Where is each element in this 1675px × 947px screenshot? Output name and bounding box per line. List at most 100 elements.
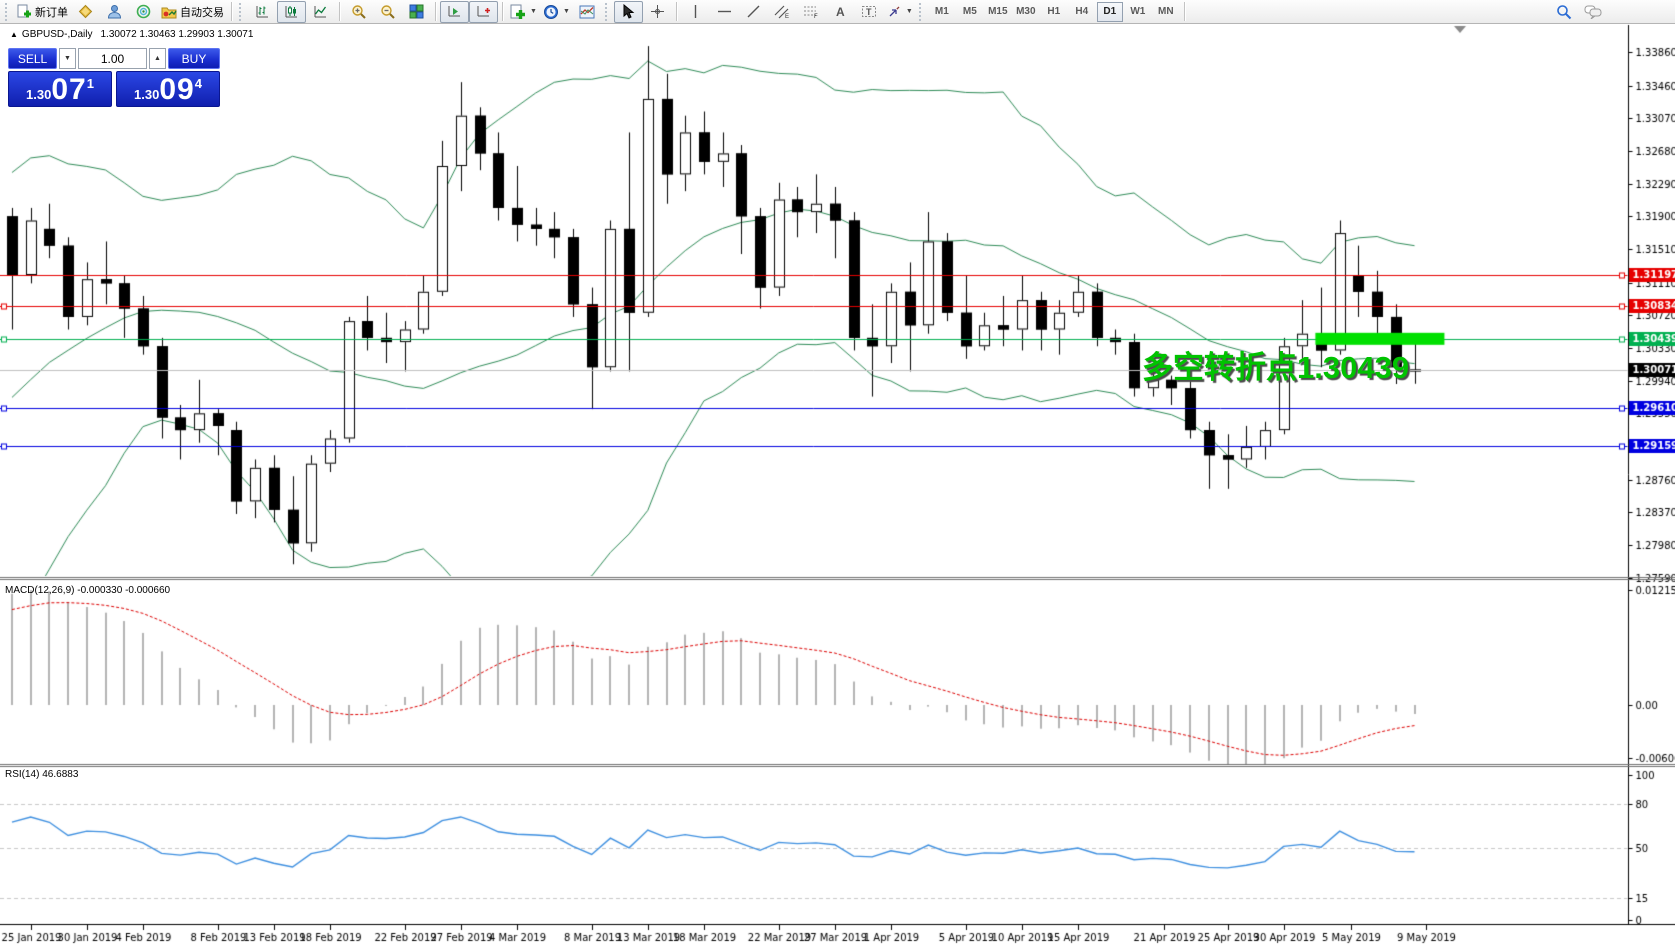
buy-price-display[interactable]: 1.30 09 4: [116, 71, 220, 107]
auto-scroll-button[interactable]: [440, 0, 469, 23]
cursor-button[interactable]: [613, 0, 643, 23]
search-icon: [1556, 4, 1572, 20]
collapse-arrow-icon[interactable]: ▲: [10, 30, 18, 39]
horizontal-line-button[interactable]: [710, 1, 739, 23]
svg-text:E: E: [785, 14, 789, 19]
arrows-icon: [887, 4, 902, 19]
crosshair-button[interactable]: [643, 1, 672, 23]
buy-price-pip: 4: [194, 76, 202, 91]
sell-price-big: 07: [51, 73, 87, 106]
timeframe-M30[interactable]: M30: [1016, 6, 1036, 17]
timeframe-H4[interactable]: H4: [1075, 6, 1089, 17]
auto-scroll-icon: [447, 4, 462, 19]
symbol-period-label: GBPUSD-,Daily: [21, 29, 93, 40]
indicators-icon: [510, 4, 526, 20]
autotrading-button[interactable]: 自动交易: [158, 1, 227, 23]
one-click-trading-panel: SELL ▼ ▲ BUY 1.30 07 1 1.30 09 4: [8, 48, 220, 107]
cursor-icon: [621, 4, 635, 19]
arrows-button[interactable]: ▼: [884, 1, 916, 23]
indicators-button[interactable]: ▼: [507, 1, 540, 23]
text-icon: A: [836, 4, 845, 19]
text-button[interactable]: A: [826, 1, 855, 23]
new-order-button[interactable]: 新订单: [14, 1, 71, 23]
community-button[interactable]: [100, 1, 129, 23]
volume-input[interactable]: [78, 48, 147, 69]
tile-windows-icon: [409, 4, 424, 19]
market-icon: [78, 4, 93, 19]
zoom-in-button[interactable]: [344, 1, 373, 23]
new-order-icon: [17, 4, 32, 19]
zoom-out-button[interactable]: [373, 1, 402, 23]
sell-button[interactable]: SELL: [8, 48, 57, 69]
clock-icon: [543, 4, 559, 20]
chart-shift-icon: [476, 4, 491, 19]
toolbar-separator: [502, 2, 503, 21]
timeframe-M15[interactable]: M15: [988, 6, 1008, 17]
market-button[interactable]: [71, 1, 100, 23]
chat-icon: [1584, 4, 1602, 19]
toolbar-grip[interactable]: [604, 2, 611, 21]
buy-price-base: 1.30: [134, 87, 160, 102]
candlestick-chart-icon: [284, 4, 299, 19]
bar-chart-icon: [255, 4, 270, 19]
timeframe-toolbar: M1 M5 M15 M30 H1 H4 D1 W1 MN: [928, 1, 1180, 22]
text-label-icon: T: [861, 4, 877, 19]
buy-price-big: 09: [159, 73, 195, 106]
toolbar-grip[interactable]: [5, 2, 11, 21]
search-button[interactable]: [1549, 1, 1578, 23]
toolbar-grip[interactable]: [918, 2, 925, 21]
timeframe-MN[interactable]: MN: [1158, 6, 1174, 17]
periods-button[interactable]: ▼: [540, 1, 573, 23]
chevron-down-icon: ▼: [905, 8, 913, 15]
timeframe-M5[interactable]: M5: [962, 6, 977, 17]
chart-line-button[interactable]: [306, 1, 335, 23]
templates-button[interactable]: [573, 1, 602, 23]
trendline-button[interactable]: [739, 1, 768, 23]
equidistant-channel-icon: E: [774, 4, 790, 19]
new-order-label: 新订单: [35, 6, 68, 19]
timeframe-W1[interactable]: W1: [1130, 6, 1146, 17]
toolbar-grip[interactable]: [239, 2, 245, 21]
chart-candles-button[interactable]: [277, 0, 306, 23]
timeframe-M1[interactable]: M1: [934, 6, 949, 17]
chart-header: ▲ GBPUSD-,Daily 1.30072 1.30463 1.29903 1.…: [10, 29, 253, 40]
ohlc-values: 1.30072 1.30463 1.29903 1.30071: [100, 29, 254, 40]
volume-down-button[interactable]: ▼: [59, 48, 76, 69]
vertical-line-button[interactable]: [681, 1, 710, 23]
chat-button[interactable]: [1578, 1, 1607, 23]
horizontal-line-icon: [717, 5, 732, 18]
autotrading-icon: [161, 4, 177, 19]
community-icon: [107, 4, 122, 19]
sell-price-display[interactable]: 1.30 07 1: [8, 71, 112, 107]
timeframe-H1[interactable]: H1: [1047, 6, 1061, 17]
chevron-down-icon: ▼: [562, 8, 570, 15]
svg-text:F: F: [814, 14, 818, 19]
signals-icon: [136, 4, 151, 19]
macd-indicator-label: MACD(12,26,9) -0.000330 -0.000660: [5, 585, 171, 596]
toolbar-separator: [231, 2, 232, 21]
timeframe-D1[interactable]: D1: [1096, 1, 1123, 22]
volume-up-button[interactable]: ▲: [149, 48, 166, 69]
fibonacci-button[interactable]: F: [797, 1, 826, 23]
rsi-indicator-label: RSI(14) 46.6883: [5, 769, 79, 780]
toolbar-separator: [435, 2, 436, 21]
toolbar-separator: [339, 2, 340, 21]
pivot-annotation-text[interactable]: 多空转折点1.30439: [1142, 350, 1410, 385]
chart-shift-button[interactable]: [469, 0, 498, 23]
fibonacci-icon: F: [803, 4, 819, 19]
trendline-icon: [746, 4, 761, 19]
template-icon: [579, 5, 595, 19]
text-label-button[interactable]: T: [855, 1, 884, 23]
channel-button[interactable]: E: [768, 1, 797, 23]
toolbar-separator: [1183, 2, 1185, 21]
chevron-down-icon: ▼: [530, 8, 537, 15]
tile-windows-button[interactable]: [402, 1, 431, 23]
signals-button[interactable]: [129, 1, 158, 23]
svg-text:T: T: [866, 7, 872, 17]
sell-price-pip: 1: [86, 76, 94, 91]
buy-button[interactable]: BUY: [168, 48, 220, 69]
vertical-line-icon: [689, 4, 702, 19]
chart-bars-button[interactable]: [248, 1, 277, 23]
sell-price-base: 1.30: [26, 87, 52, 102]
